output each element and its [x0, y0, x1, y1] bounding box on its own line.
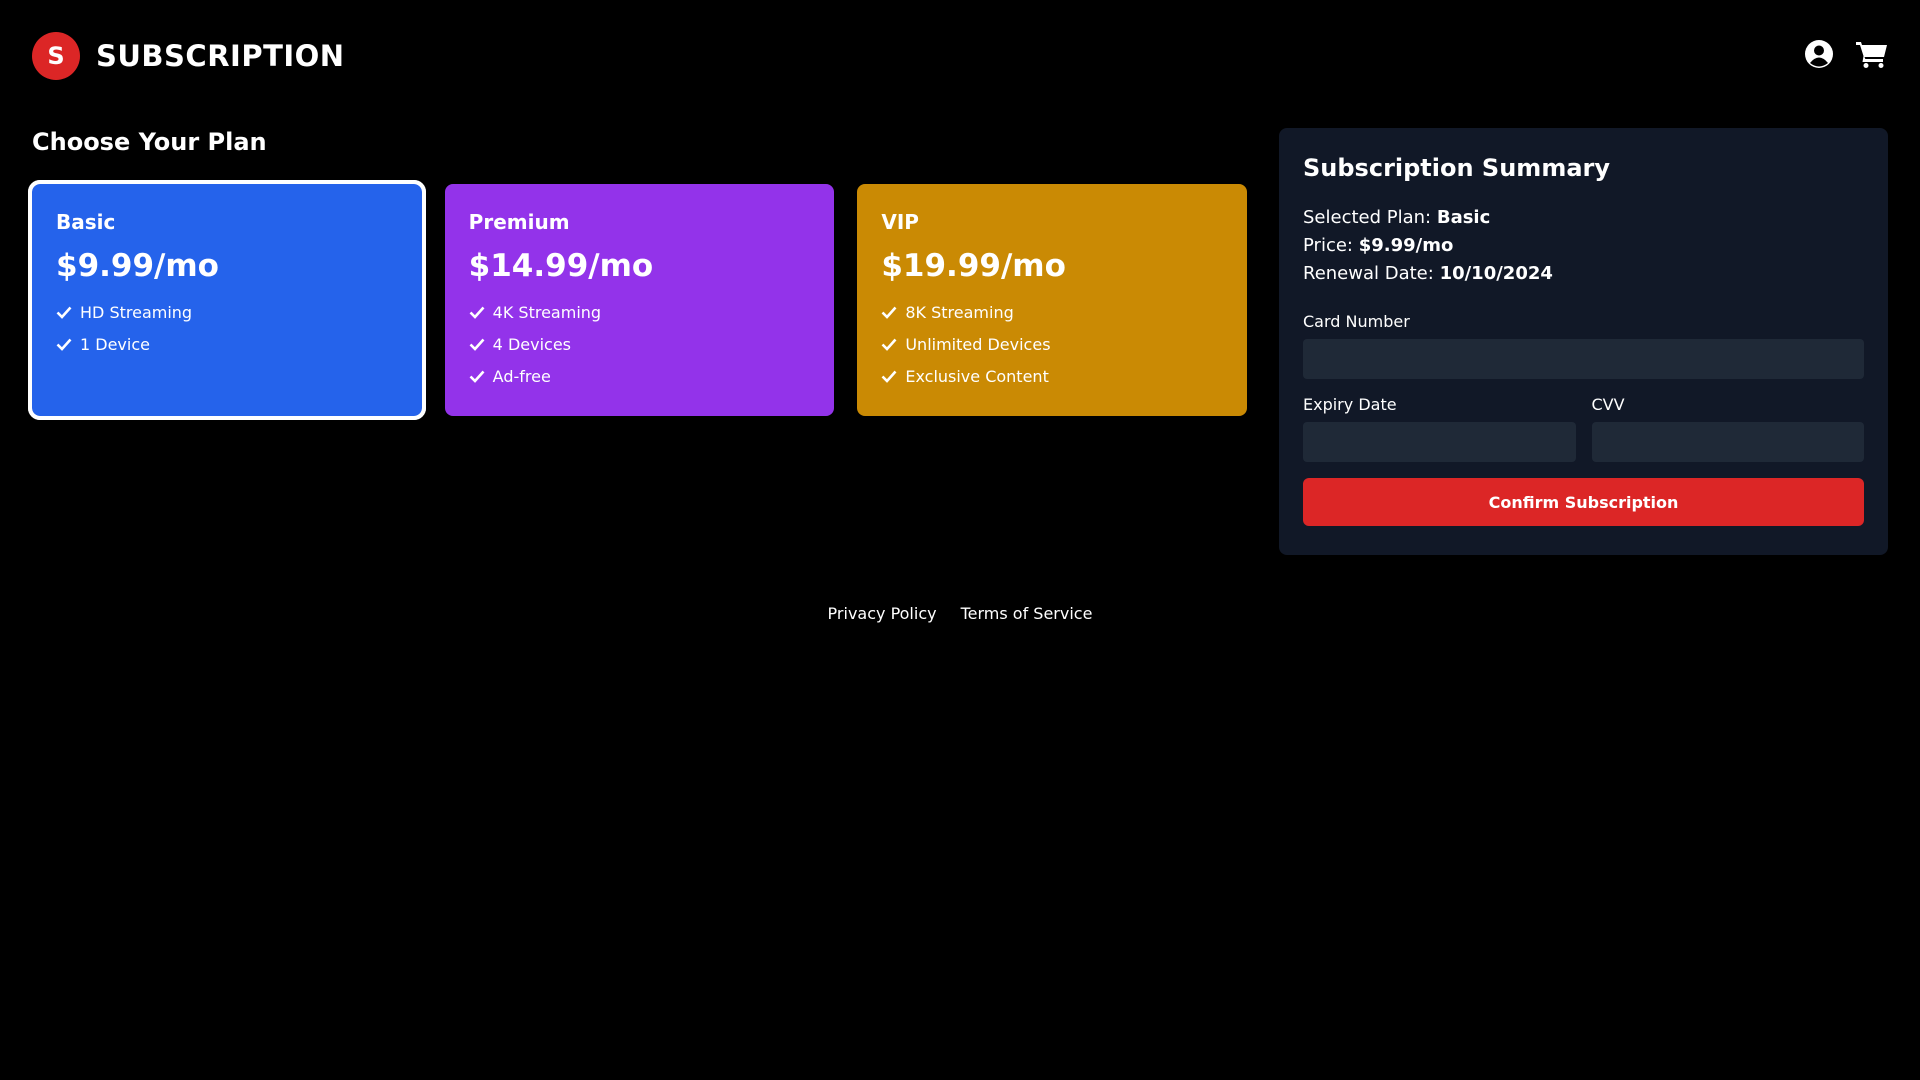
- plan-name: Premium: [468, 210, 570, 234]
- terms-of-service-link[interactable]: Terms of Service: [960, 604, 1093, 623]
- price-value: $9.99/mo: [1358, 235, 1454, 256]
- expiry-label: Expiry Date: [1303, 395, 1397, 414]
- plan-feature: Exclusive Content: [881, 360, 1223, 392]
- plan-name: VIP: [881, 210, 919, 234]
- logo[interactable]: S: [32, 32, 80, 80]
- privacy-policy-link[interactable]: Privacy Policy: [827, 604, 937, 623]
- cvv-input[interactable]: [1591, 422, 1864, 462]
- plan-name: Basic: [56, 210, 116, 234]
- plan-feature: 1 Device: [56, 328, 398, 360]
- plan-card-premium[interactable]: Premium $14.99/mo 4K Streaming 4 Devices Ad…: [444, 184, 835, 416]
- header: S SUBSCRIPTION: [32, 32, 1888, 80]
- plan-feature: 8K Streaming: [881, 296, 1223, 328]
- plans-heading: Choose Your Plan: [32, 128, 267, 156]
- check-icon: [469, 338, 485, 351]
- plan-feature: 4 Devices: [469, 328, 811, 360]
- cart-icon[interactable]: [1856, 40, 1888, 72]
- renewal-value: 10/10/2024: [1439, 263, 1553, 284]
- subscription-summary: Subscription Summary Selected Plan: Basi…: [1279, 128, 1888, 555]
- plan-card-vip[interactable]: VIP $19.99/mo 8K Streaming Unlimited Devic…: [857, 184, 1248, 416]
- user-circle-icon[interactable]: [1804, 39, 1834, 73]
- footer: Privacy Policy Terms of Service: [0, 604, 1920, 623]
- app-title: SUBSCRIPTION: [96, 39, 345, 73]
- check-icon: [56, 306, 72, 319]
- plan-feature: Ad-free: [469, 360, 811, 392]
- check-icon: [881, 370, 897, 383]
- summary-title: Subscription Summary: [1303, 154, 1610, 182]
- confirm-subscription-button[interactable]: Confirm Subscription: [1303, 478, 1864, 526]
- expiry-input[interactable]: [1303, 422, 1576, 462]
- plan-feature: Unlimited Devices: [881, 328, 1223, 360]
- card-number-input[interactable]: [1303, 339, 1864, 379]
- renewal-line: Renewal Date: 10/10/2024: [1303, 263, 1553, 284]
- check-icon: [469, 370, 485, 383]
- cvv-label: CVV: [1591, 395, 1625, 414]
- check-icon: [469, 306, 485, 319]
- plan-price: $9.99/mo: [56, 248, 219, 284]
- plan-price: $14.99/mo: [468, 248, 654, 284]
- plan-list: Basic $9.99/mo HD Streaming 1 Device Premiu…: [28, 180, 1248, 420]
- selected-plan-value: Basic: [1436, 207, 1491, 228]
- logo-letter: S: [47, 42, 65, 70]
- selected-plan-line: Selected Plan: Basic: [1303, 207, 1491, 228]
- check-icon: [56, 338, 72, 351]
- price-line: Price: $9.99/mo: [1303, 235, 1454, 256]
- plan-price: $19.99/mo: [881, 248, 1066, 284]
- plan-feature: 4K Streaming: [469, 296, 811, 328]
- plan-card-basic[interactable]: Basic $9.99/mo HD Streaming 1 Device: [28, 180, 426, 420]
- plan-feature: HD Streaming: [56, 296, 398, 328]
- check-icon: [881, 338, 897, 351]
- card-number-label: Card Number: [1303, 312, 1410, 331]
- check-icon: [881, 306, 897, 319]
